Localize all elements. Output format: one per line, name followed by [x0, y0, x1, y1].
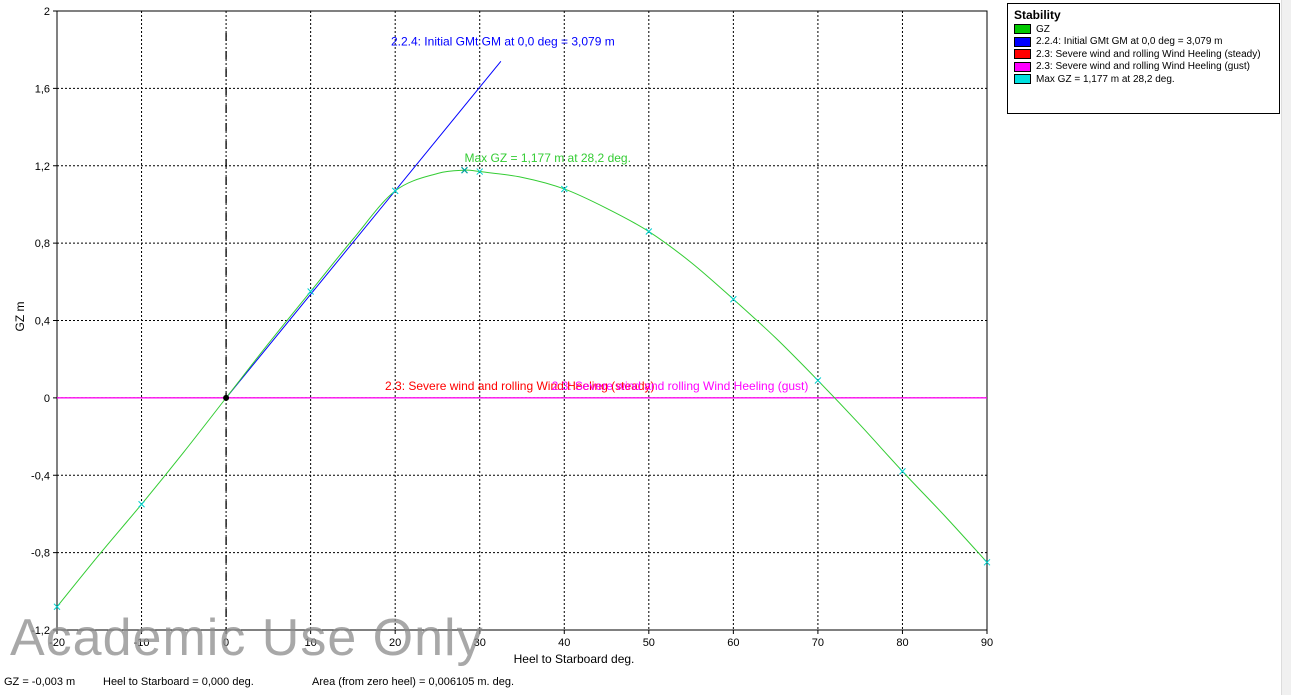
x-tick-label: 20: [389, 637, 401, 649]
x-tick-label: -20: [49, 637, 65, 649]
gz-point-marker: [307, 288, 314, 295]
status-area-value: Area (from zero heel) = 0,006105 m. deg.: [312, 676, 515, 688]
x-tick-label: -10: [134, 637, 150, 649]
legend-title: Stability: [1014, 8, 1061, 22]
y-tick-label: -0,4: [31, 470, 50, 482]
cursor-point: [223, 394, 230, 401]
y-tick-label: -1,2: [31, 625, 50, 637]
chart-annotation: 2.3: Severe wind and rolling Wind Heelin…: [385, 379, 654, 393]
gz-point-marker: [560, 185, 568, 193]
chart-annotation: 2.3: Severe wind and rolling Wind Heelin…: [552, 379, 809, 393]
status-gz-value: GZ = -0,003 m: [4, 676, 76, 688]
x-tick-label: 90: [981, 637, 993, 649]
x-tick-label: 30: [474, 637, 486, 649]
x-tick-label: 10: [305, 637, 317, 649]
gz-point-marker: [899, 468, 906, 475]
legend-label-initial-gm: 2.2.4: Initial GMt GM at 0,0 deg = 3,079…: [1036, 36, 1223, 48]
y-tick-label: 2: [44, 6, 50, 18]
status-heel-value: Heel to Starboard = 0,000 deg.: [103, 676, 254, 688]
chart-annotation: Max GZ = 1,177 m at 28,2 deg.: [465, 151, 631, 165]
y-tick-label: 1,2: [35, 161, 50, 173]
x-tick-label: 50: [643, 637, 655, 649]
gz-point-marker: [645, 228, 653, 235]
chart-legend: Stability GZ 2.2.4: Initial GMt GM at 0,…: [1007, 3, 1280, 114]
y-tick-label: 0,4: [35, 316, 50, 328]
gz-point-marker: [53, 603, 61, 611]
x-tick-label: 70: [812, 637, 824, 649]
legend-swatch-max-gz: [1014, 74, 1031, 85]
x-tick-label: 60: [727, 637, 739, 649]
x-tick-label: 40: [558, 637, 570, 649]
legend-swatch-initial-gm: [1014, 36, 1031, 47]
legend-swatch-gz: [1014, 24, 1031, 35]
gz-point-marker: [814, 377, 822, 384]
legend-item-initial-gm: 2.2.4: Initial GMt GM at 0,0 deg = 3,079…: [1014, 36, 1273, 49]
legend-item-heeling-gust: 2.3: Severe wind and rolling Wind Heelin…: [1014, 61, 1273, 74]
legend-swatch-heeling-steady: [1014, 49, 1031, 60]
max-gz-marker: [461, 166, 468, 174]
legend-item-gz: GZ: [1014, 23, 1273, 36]
chart-annotation: 2.2.4: Initial GMt GM at 0,0 deg = 3,079…: [391, 35, 615, 49]
x-tick-label: 80: [896, 637, 908, 649]
gz-point-marker: [138, 500, 145, 508]
y-tick-label: 0: [44, 393, 50, 405]
legend-label-heeling-gust: 2.3: Severe wind and rolling Wind Heelin…: [1036, 61, 1250, 73]
y-tick-label: -0,8: [31, 548, 50, 560]
y-tick-label: 1,6: [35, 83, 50, 95]
gz-point-marker: [983, 558, 991, 566]
gz-point-marker: [730, 295, 737, 303]
y-axis-title: GZ m: [13, 302, 27, 332]
legend-label-heeling-steady: 2.3: Severe wind and rolling Wind Heelin…: [1036, 48, 1261, 60]
legend-swatch-heeling-gust: [1014, 61, 1031, 72]
status-bar: GZ = -0,003 m Heel to Starboard = 0,000 …: [0, 672, 1291, 692]
y-tick-label: 0,8: [35, 238, 50, 250]
legend-item-heeling-steady: 2.3: Severe wind and rolling Wind Heelin…: [1014, 48, 1273, 61]
gz-point-marker: [391, 187, 399, 195]
x-axis-title: Heel to Starboard deg.: [514, 652, 635, 666]
vertical-scrollbar[interactable]: [1281, 0, 1291, 695]
gz-point-marker: [476, 168, 484, 175]
legend-label-max-gz: Max GZ = 1,177 m at 28,2 deg.: [1036, 73, 1175, 85]
legend-item-max-gz: Max GZ = 1,177 m at 28,2 deg.: [1014, 73, 1273, 86]
series-initial-gm-line: [225, 60, 502, 399]
legend-label-gz: GZ: [1036, 23, 1050, 35]
x-tick-label: 0: [223, 637, 229, 649]
